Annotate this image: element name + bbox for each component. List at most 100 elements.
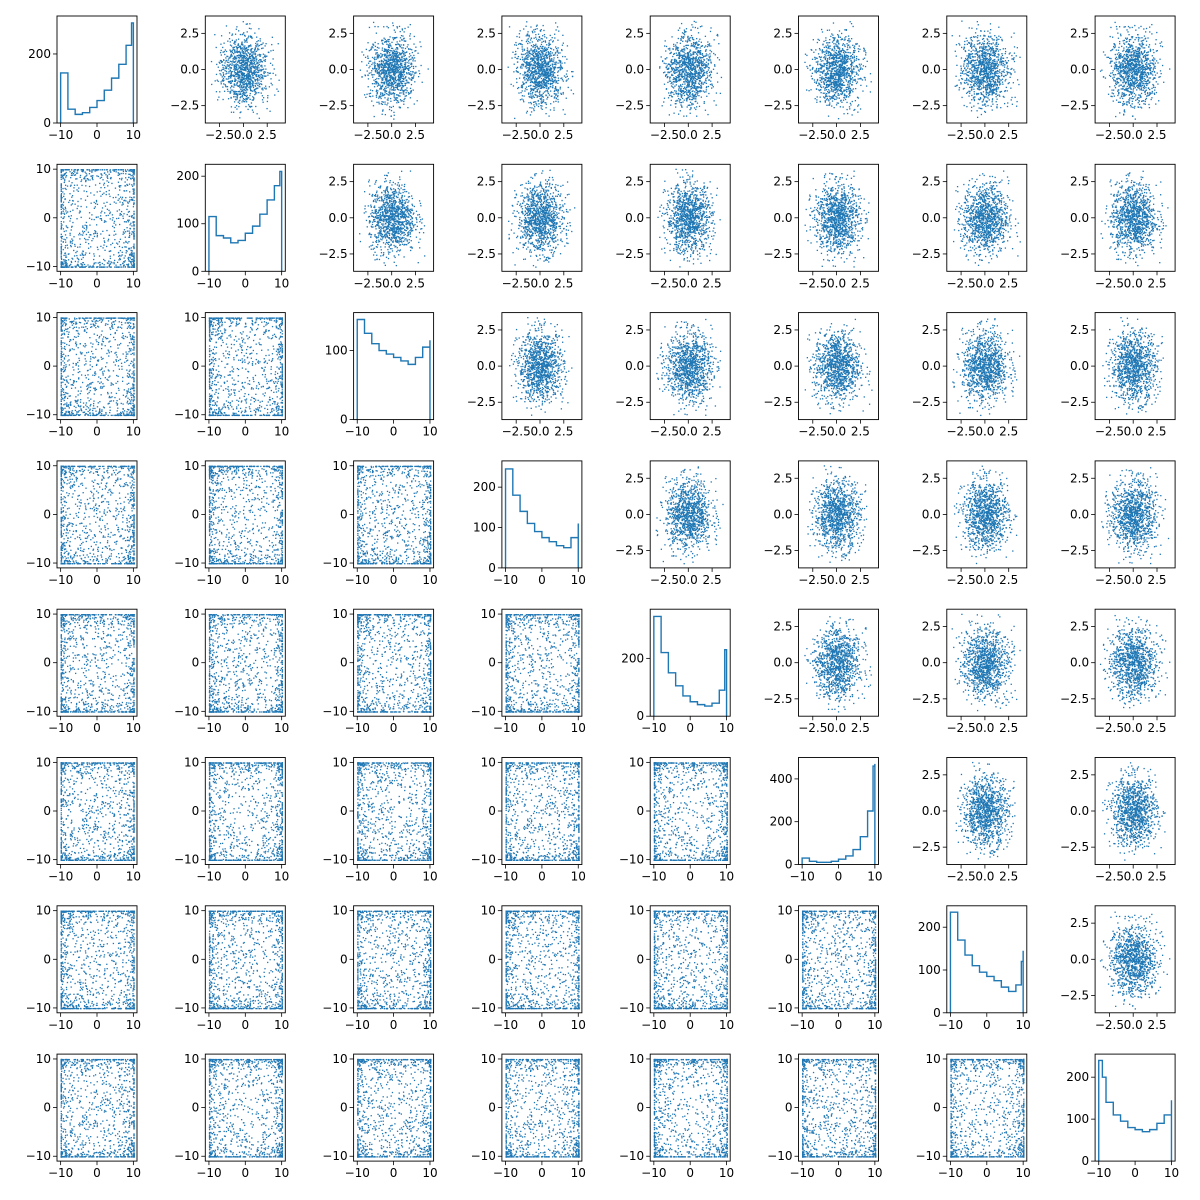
scatter-point — [234, 78, 235, 79]
scatter-point — [226, 78, 227, 79]
scatter-point — [249, 23, 250, 24]
scatter-point — [262, 57, 263, 58]
scatter-point — [272, 58, 273, 59]
scatter-point — [216, 47, 217, 48]
scatter-point — [257, 85, 258, 86]
scatter-point — [220, 44, 221, 45]
scatter-point — [235, 96, 236, 97]
scatter-point — [255, 43, 256, 44]
scatter-point — [236, 29, 237, 30]
scatter-point — [270, 78, 271, 79]
scatter-point — [232, 61, 233, 62]
panel-0-0-ytick-label-0: 0 — [43, 116, 51, 130]
panel-0-0-ytick-label-1: 200 — [28, 47, 51, 61]
scatter-point — [259, 54, 260, 55]
scatter-point — [223, 83, 224, 84]
scatter-point — [260, 38, 261, 39]
scatter-point — [278, 43, 279, 44]
scatter-point — [227, 89, 228, 90]
scatter-point — [276, 88, 277, 89]
scatter-point — [265, 86, 266, 87]
scatter-point — [258, 67, 259, 68]
scatter-point — [243, 98, 244, 99]
scatter-point — [232, 90, 233, 91]
scatter-point — [266, 108, 267, 109]
scatter-point — [240, 52, 241, 53]
scatter-point — [238, 43, 239, 44]
scatter-point — [223, 52, 224, 53]
scatter-point — [244, 86, 245, 87]
scatter-point — [216, 64, 217, 65]
scatter-point — [260, 61, 261, 62]
scatter-point — [255, 68, 256, 69]
scatter-point — [222, 69, 223, 70]
scatter-point — [258, 79, 259, 80]
panel-0-1-xtick-label-1: 0.0 — [234, 128, 253, 142]
scatter-point — [233, 91, 234, 92]
scatter-point — [234, 101, 235, 102]
scatter-point — [226, 25, 227, 26]
scatter-point — [253, 112, 254, 113]
scatter-point — [216, 91, 217, 92]
scatter-point — [251, 102, 252, 103]
scatter-point — [253, 78, 254, 79]
scatter-point — [256, 51, 257, 52]
scatter-point — [232, 52, 233, 53]
scatter-point — [259, 86, 260, 87]
scatter-point — [264, 65, 265, 66]
scatter-point — [235, 34, 236, 35]
panel-0-1-xtick-label-2: 2.5 — [258, 128, 277, 142]
scatter-point — [247, 109, 248, 110]
scatter-point — [231, 90, 232, 91]
scatter-point — [265, 68, 266, 69]
scatter-point — [255, 64, 256, 65]
scatter-point — [228, 68, 229, 69]
scatter-point — [232, 33, 233, 34]
scatter-point — [246, 42, 247, 43]
scatter-point — [229, 38, 230, 39]
scatter-point — [225, 84, 226, 85]
scatter-point — [241, 59, 242, 60]
scatter-point — [219, 73, 220, 74]
scatter-point — [242, 100, 243, 101]
scatter-point — [247, 95, 248, 96]
scatter-point — [223, 74, 224, 75]
scatter-point — [241, 44, 242, 45]
panel-0-1-ytick-label-2: 2.5 — [180, 26, 199, 40]
scatter-point — [227, 64, 228, 65]
scatter-point — [257, 68, 258, 69]
scatter-point — [234, 75, 235, 76]
scatter-point — [264, 71, 265, 72]
scatter-point — [255, 60, 256, 61]
scatter-point — [258, 49, 259, 50]
scatter-point — [224, 76, 225, 77]
scatter-point — [217, 99, 218, 100]
scatter-point — [227, 86, 228, 87]
scatter-point — [250, 93, 251, 94]
scatter-point — [258, 92, 259, 93]
scatter-point — [224, 70, 225, 71]
panel-0-0-xtick-label-0: −10 — [48, 128, 73, 142]
scatter-point — [267, 101, 268, 102]
scatter-point — [237, 93, 238, 94]
panel-0-1-xtick-label-0: −2.5 — [205, 128, 234, 142]
scatter-point — [233, 112, 234, 113]
scatter-point — [229, 32, 230, 33]
scatter-point — [225, 66, 226, 67]
scatter-point — [233, 96, 234, 97]
scatter-point — [249, 46, 250, 47]
scatter-point — [233, 94, 234, 95]
scatter-point — [217, 80, 218, 81]
scatter-point — [237, 64, 238, 65]
scatter-point — [261, 66, 262, 67]
scatter-point — [278, 91, 279, 92]
scatter-point — [253, 53, 254, 54]
scatter-point — [218, 67, 219, 68]
panel-0-0-xtick-label-1: 0 — [93, 128, 101, 142]
scatter-point — [260, 78, 261, 79]
scatter-point — [262, 95, 263, 96]
scatter-point — [250, 106, 251, 107]
scatter-point — [230, 41, 231, 42]
scatter-point — [260, 74, 261, 75]
